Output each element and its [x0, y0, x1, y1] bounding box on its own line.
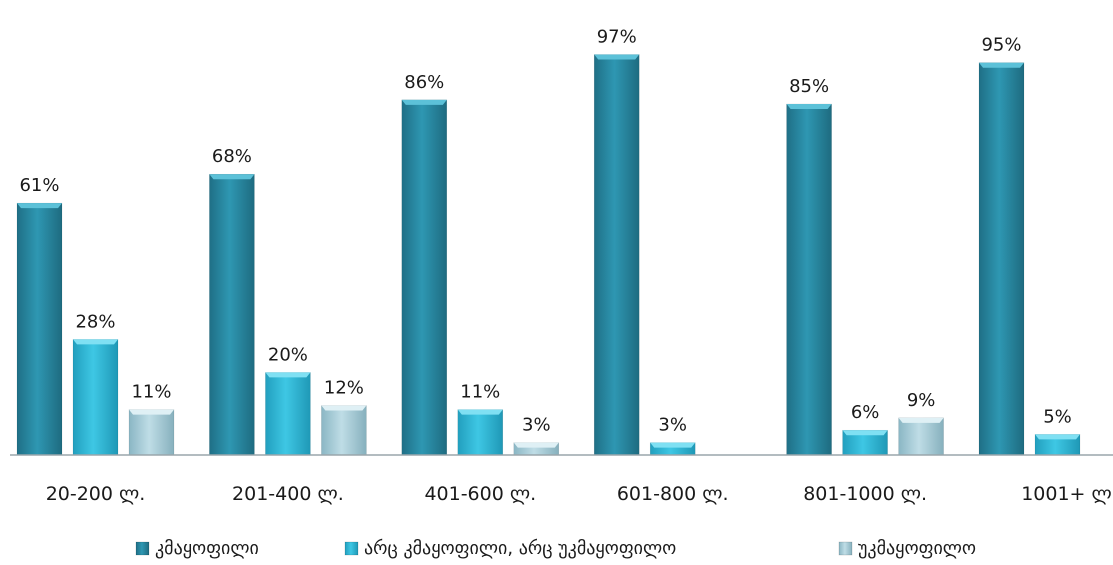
bar-1-3: [401, 99, 448, 456]
bar-cap: [1035, 434, 1080, 440]
bar-cap: [209, 174, 255, 180]
bar-cap: [842, 430, 888, 436]
bar-cap: [594, 54, 640, 60]
data-label: 28%: [75, 311, 115, 332]
data-label: 12%: [324, 377, 364, 398]
legend-label: კმაყოფილი: [155, 538, 259, 559]
bar-cap: [73, 339, 118, 345]
bar-cap: [457, 409, 503, 415]
bar-2-1: [72, 339, 119, 456]
legend-label: უკმაყოფილო: [858, 538, 976, 559]
bar-cap: [401, 99, 447, 105]
data-label: 86%: [404, 72, 444, 93]
bar-3-2: [321, 405, 367, 456]
category-label: 801-1000 ლ.: [803, 483, 927, 505]
bar-cap: [513, 442, 559, 448]
data-label: 11%: [131, 382, 171, 403]
bar-cap: [129, 409, 174, 415]
bar-cap: [786, 104, 832, 110]
data-label: 6%: [851, 402, 880, 423]
data-label: 3%: [522, 415, 551, 436]
bar-1-1: [16, 202, 63, 456]
data-label: 68%: [212, 146, 252, 167]
legend-swatch: [838, 541, 853, 556]
bar-cap: [321, 405, 367, 411]
legend: კმაყოფილი არც კმაყოფილი, არც უკმაყოფილო უკ…: [135, 538, 976, 559]
bar-cap: [265, 372, 311, 378]
data-label: 9%: [907, 390, 936, 411]
data-label: 5%: [1043, 406, 1072, 427]
data-label: 20%: [268, 344, 308, 365]
bar-1-6: [978, 62, 1025, 456]
category-label: 1001+ ლ.: [1021, 483, 1113, 505]
category-label: 20-200 ლ.: [46, 483, 146, 505]
data-label: 3%: [658, 415, 687, 436]
data-label: 97%: [597, 26, 637, 47]
bar-1-2: [209, 173, 255, 456]
legend-swatch: [344, 541, 359, 556]
bar-cap: [17, 203, 62, 209]
data-label: 61%: [19, 175, 59, 196]
bar-2-3: [457, 409, 504, 456]
bar-1-5: [786, 103, 832, 456]
category-label: 401-600 ლ.: [424, 483, 536, 505]
data-label: 95%: [981, 35, 1021, 56]
bar-3-1: [128, 409, 175, 456]
data-label: 11%: [460, 382, 500, 403]
category-label: 601-800 ლ.: [617, 483, 729, 505]
bar-3-5: [898, 417, 944, 456]
legend-label: არც კმაყოფილი, არც უკმაყოფილო: [364, 538, 676, 559]
data-label: 85%: [789, 76, 829, 97]
category-label: 201-400 ლ.: [232, 483, 344, 505]
bar-2-2: [265, 372, 311, 456]
bar-cap: [650, 442, 696, 448]
bar-1-4: [593, 54, 640, 456]
bar-cap: [898, 417, 944, 423]
bar-cap: [979, 62, 1024, 68]
legend-swatch: [135, 541, 150, 556]
